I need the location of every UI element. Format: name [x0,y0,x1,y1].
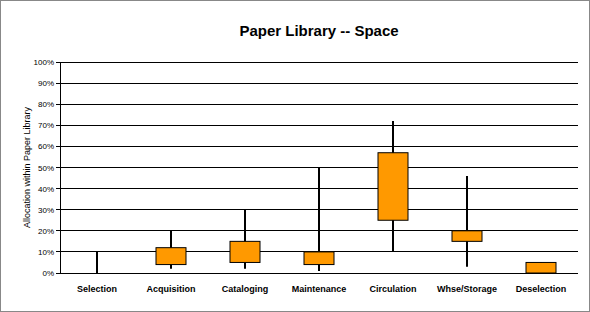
y-tick-label: 50% [38,164,54,173]
y-tick [56,188,60,189]
chart-container: Paper Library -- Space Allocation within … [0,0,590,312]
y-axis [60,62,61,273]
y-tick-label: 10% [38,248,54,257]
x-axis [60,273,578,274]
y-axis-label: Allocation within Paper Library [22,106,32,228]
box [526,262,556,273]
x-tick-label: Deselection [516,284,567,294]
whisker [96,252,98,273]
title: Paper Library -- Space [239,22,398,39]
y-tick [56,209,60,210]
chart-frame [1,1,590,312]
x-tick-label: Acquisition [147,284,196,294]
x-tick-label: Whse/Storage [437,284,497,294]
y-tick-label: 20% [38,227,54,236]
y-tick [56,230,60,231]
y-tick [56,273,60,274]
y-tick [56,62,60,63]
x-tick-label: Cataloging [222,284,269,294]
marks [97,121,556,273]
y-tick [56,104,60,105]
y-tick-label: 100% [34,58,54,67]
x-tick-label: Circulation [369,284,416,294]
y-tick [56,146,60,147]
y-tick-label: 0% [42,269,54,278]
x-tick-label: Selection [77,284,117,294]
whisker [466,176,468,267]
box [82,262,112,263]
y-tick [56,167,60,168]
y-tick [56,125,60,126]
chart: Paper Library -- Space Allocation within … [0,0,590,312]
box [156,248,186,265]
grid-line [60,146,578,147]
box [230,241,260,262]
box [452,231,482,242]
grid-line [60,104,578,105]
x-tick-label: Maintenance [292,284,347,294]
box [304,252,334,265]
y-tick [56,251,60,252]
y-tick-label: 70% [38,121,54,130]
box [378,153,408,221]
y-tick-label: 40% [38,185,54,194]
y-tick-label: 80% [38,100,54,109]
grid-line [60,273,578,274]
y-tick-label: 90% [38,79,54,88]
y-tick-label: 60% [38,142,54,151]
grid-line [60,62,578,63]
grid-line [60,125,578,126]
y-tick-label: 30% [38,206,54,215]
grid-line [60,83,578,84]
y-tick [56,83,60,84]
